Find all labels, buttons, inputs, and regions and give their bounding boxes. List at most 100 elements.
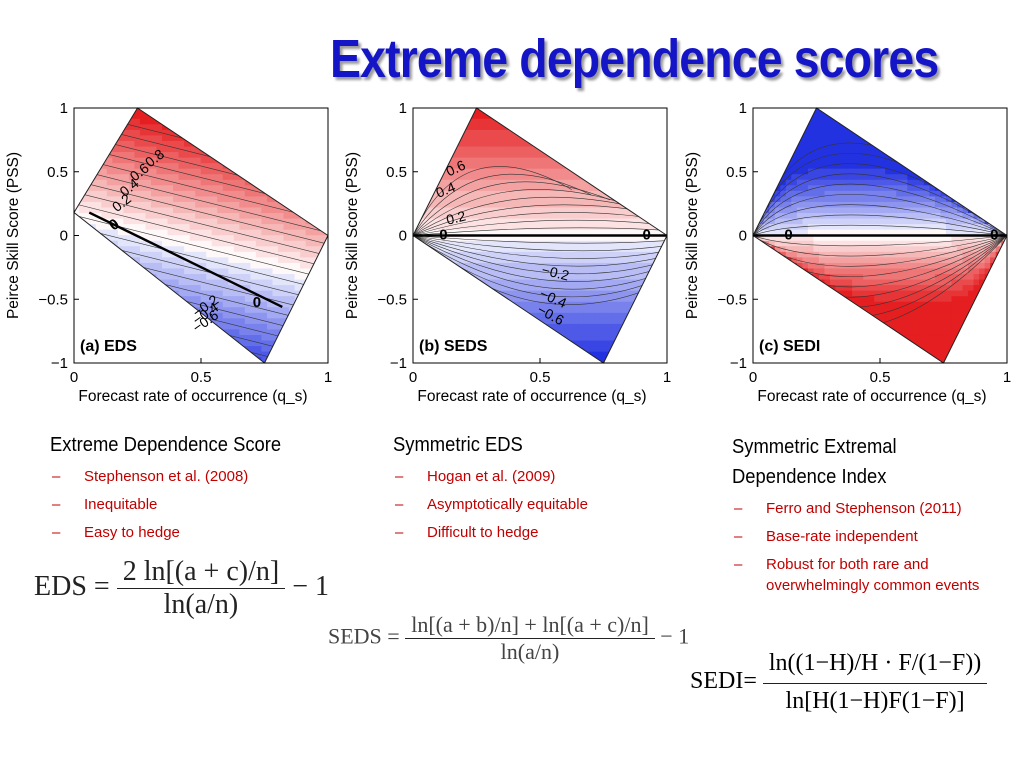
contour-cell (272, 240, 279, 248)
contour-cell (617, 218, 624, 225)
contour-cell (413, 301, 420, 309)
contour-cell (550, 190, 558, 198)
contour-cell (824, 307, 831, 314)
contour-cell (101, 213, 108, 220)
contour-cell (244, 157, 252, 164)
contour-cell (473, 268, 480, 275)
contour-cell (139, 129, 147, 137)
contour-cell (250, 240, 257, 248)
contour-cell (769, 196, 776, 203)
contour-cell (594, 124, 602, 131)
contour-cell (239, 268, 246, 275)
contour-cell (217, 163, 224, 170)
contour-cell (785, 168, 793, 176)
contour-cell (556, 329, 563, 336)
contour-cell (490, 334, 497, 342)
contour-cell (156, 168, 163, 176)
contour-cell (145, 108, 152, 115)
contour-cell (824, 246, 831, 253)
contour-cell (305, 323, 312, 331)
contour-cell (753, 207, 760, 214)
contour-cell (661, 235, 667, 242)
contour-cell (763, 140, 771, 148)
contour-cell (578, 157, 585, 164)
contour-cell (244, 240, 252, 248)
contour-cell (429, 174, 436, 181)
contour-cell (501, 179, 508, 187)
contour-cell (266, 240, 274, 248)
contour-cell (228, 307, 235, 314)
contour-cell (528, 274, 535, 281)
contour-cell (622, 312, 629, 320)
contour-cell (617, 201, 624, 209)
contour-cell (523, 334, 530, 342)
contour-cell (233, 312, 241, 320)
contour-cell (244, 307, 252, 314)
contour-cell (796, 262, 804, 270)
contour-cell (639, 279, 646, 286)
contour-cell (813, 285, 820, 292)
contour-cell (239, 274, 246, 281)
contour-cell (413, 307, 420, 314)
contour-cell (628, 224, 635, 231)
contour-cell (206, 296, 213, 303)
contour-cell (506, 274, 513, 281)
contour-cell (117, 146, 125, 153)
contour-cell (440, 262, 447, 270)
contour-cell (123, 163, 130, 170)
contour-cell (134, 262, 141, 270)
contour-cell (830, 190, 837, 198)
contour-cell (473, 296, 480, 303)
contour-cell (753, 246, 760, 253)
contour-cell (128, 279, 136, 286)
contour-cell (578, 179, 585, 187)
contour-cell (233, 268, 241, 275)
contour-cell (200, 246, 208, 253)
contour-cell (84, 146, 92, 153)
contour-cell (228, 257, 235, 264)
contour-cell (589, 218, 596, 225)
contour-cell (622, 257, 629, 264)
contour-cell (101, 318, 108, 325)
contour-cell (189, 224, 196, 231)
contour-cell (611, 218, 618, 225)
contour-cell (830, 135, 837, 142)
contour-cell (283, 129, 290, 137)
contour-cell (261, 357, 268, 363)
contour-cell (178, 152, 185, 159)
contour-cell (206, 157, 213, 164)
contour-cell (451, 274, 458, 281)
contour-line (413, 174, 591, 236)
contour-cell (622, 323, 629, 331)
contour-cell (300, 346, 307, 353)
contour-cell (451, 229, 458, 236)
contour-cell (617, 135, 624, 142)
contour-cell (79, 207, 86, 214)
contour-cell (813, 229, 820, 236)
contour-cell (495, 229, 502, 236)
contour-cell (813, 240, 820, 248)
contour-cell (311, 301, 318, 309)
contour-cell (117, 218, 125, 225)
contour-cell (824, 152, 831, 159)
contour-cell (572, 268, 580, 275)
contour-cell (523, 118, 530, 126)
contour-cell (423, 323, 431, 331)
contour-cell (539, 307, 547, 314)
contour-cell (484, 218, 491, 225)
contour-cell (272, 157, 279, 164)
contour-cell (211, 196, 219, 203)
contour-cell (628, 135, 635, 142)
contour-cell (456, 213, 464, 220)
contour-cell (561, 185, 569, 192)
contour-cell (151, 334, 158, 342)
contour-cell (206, 290, 213, 297)
contour-cell (824, 140, 831, 148)
contour-cell (594, 163, 602, 170)
contour-cell (512, 168, 519, 176)
y-tick-label: 0 (399, 228, 407, 245)
contour-cell (222, 129, 230, 137)
contour-cell (495, 113, 502, 120)
contour-cell (545, 285, 552, 292)
contour-cell (184, 108, 191, 115)
